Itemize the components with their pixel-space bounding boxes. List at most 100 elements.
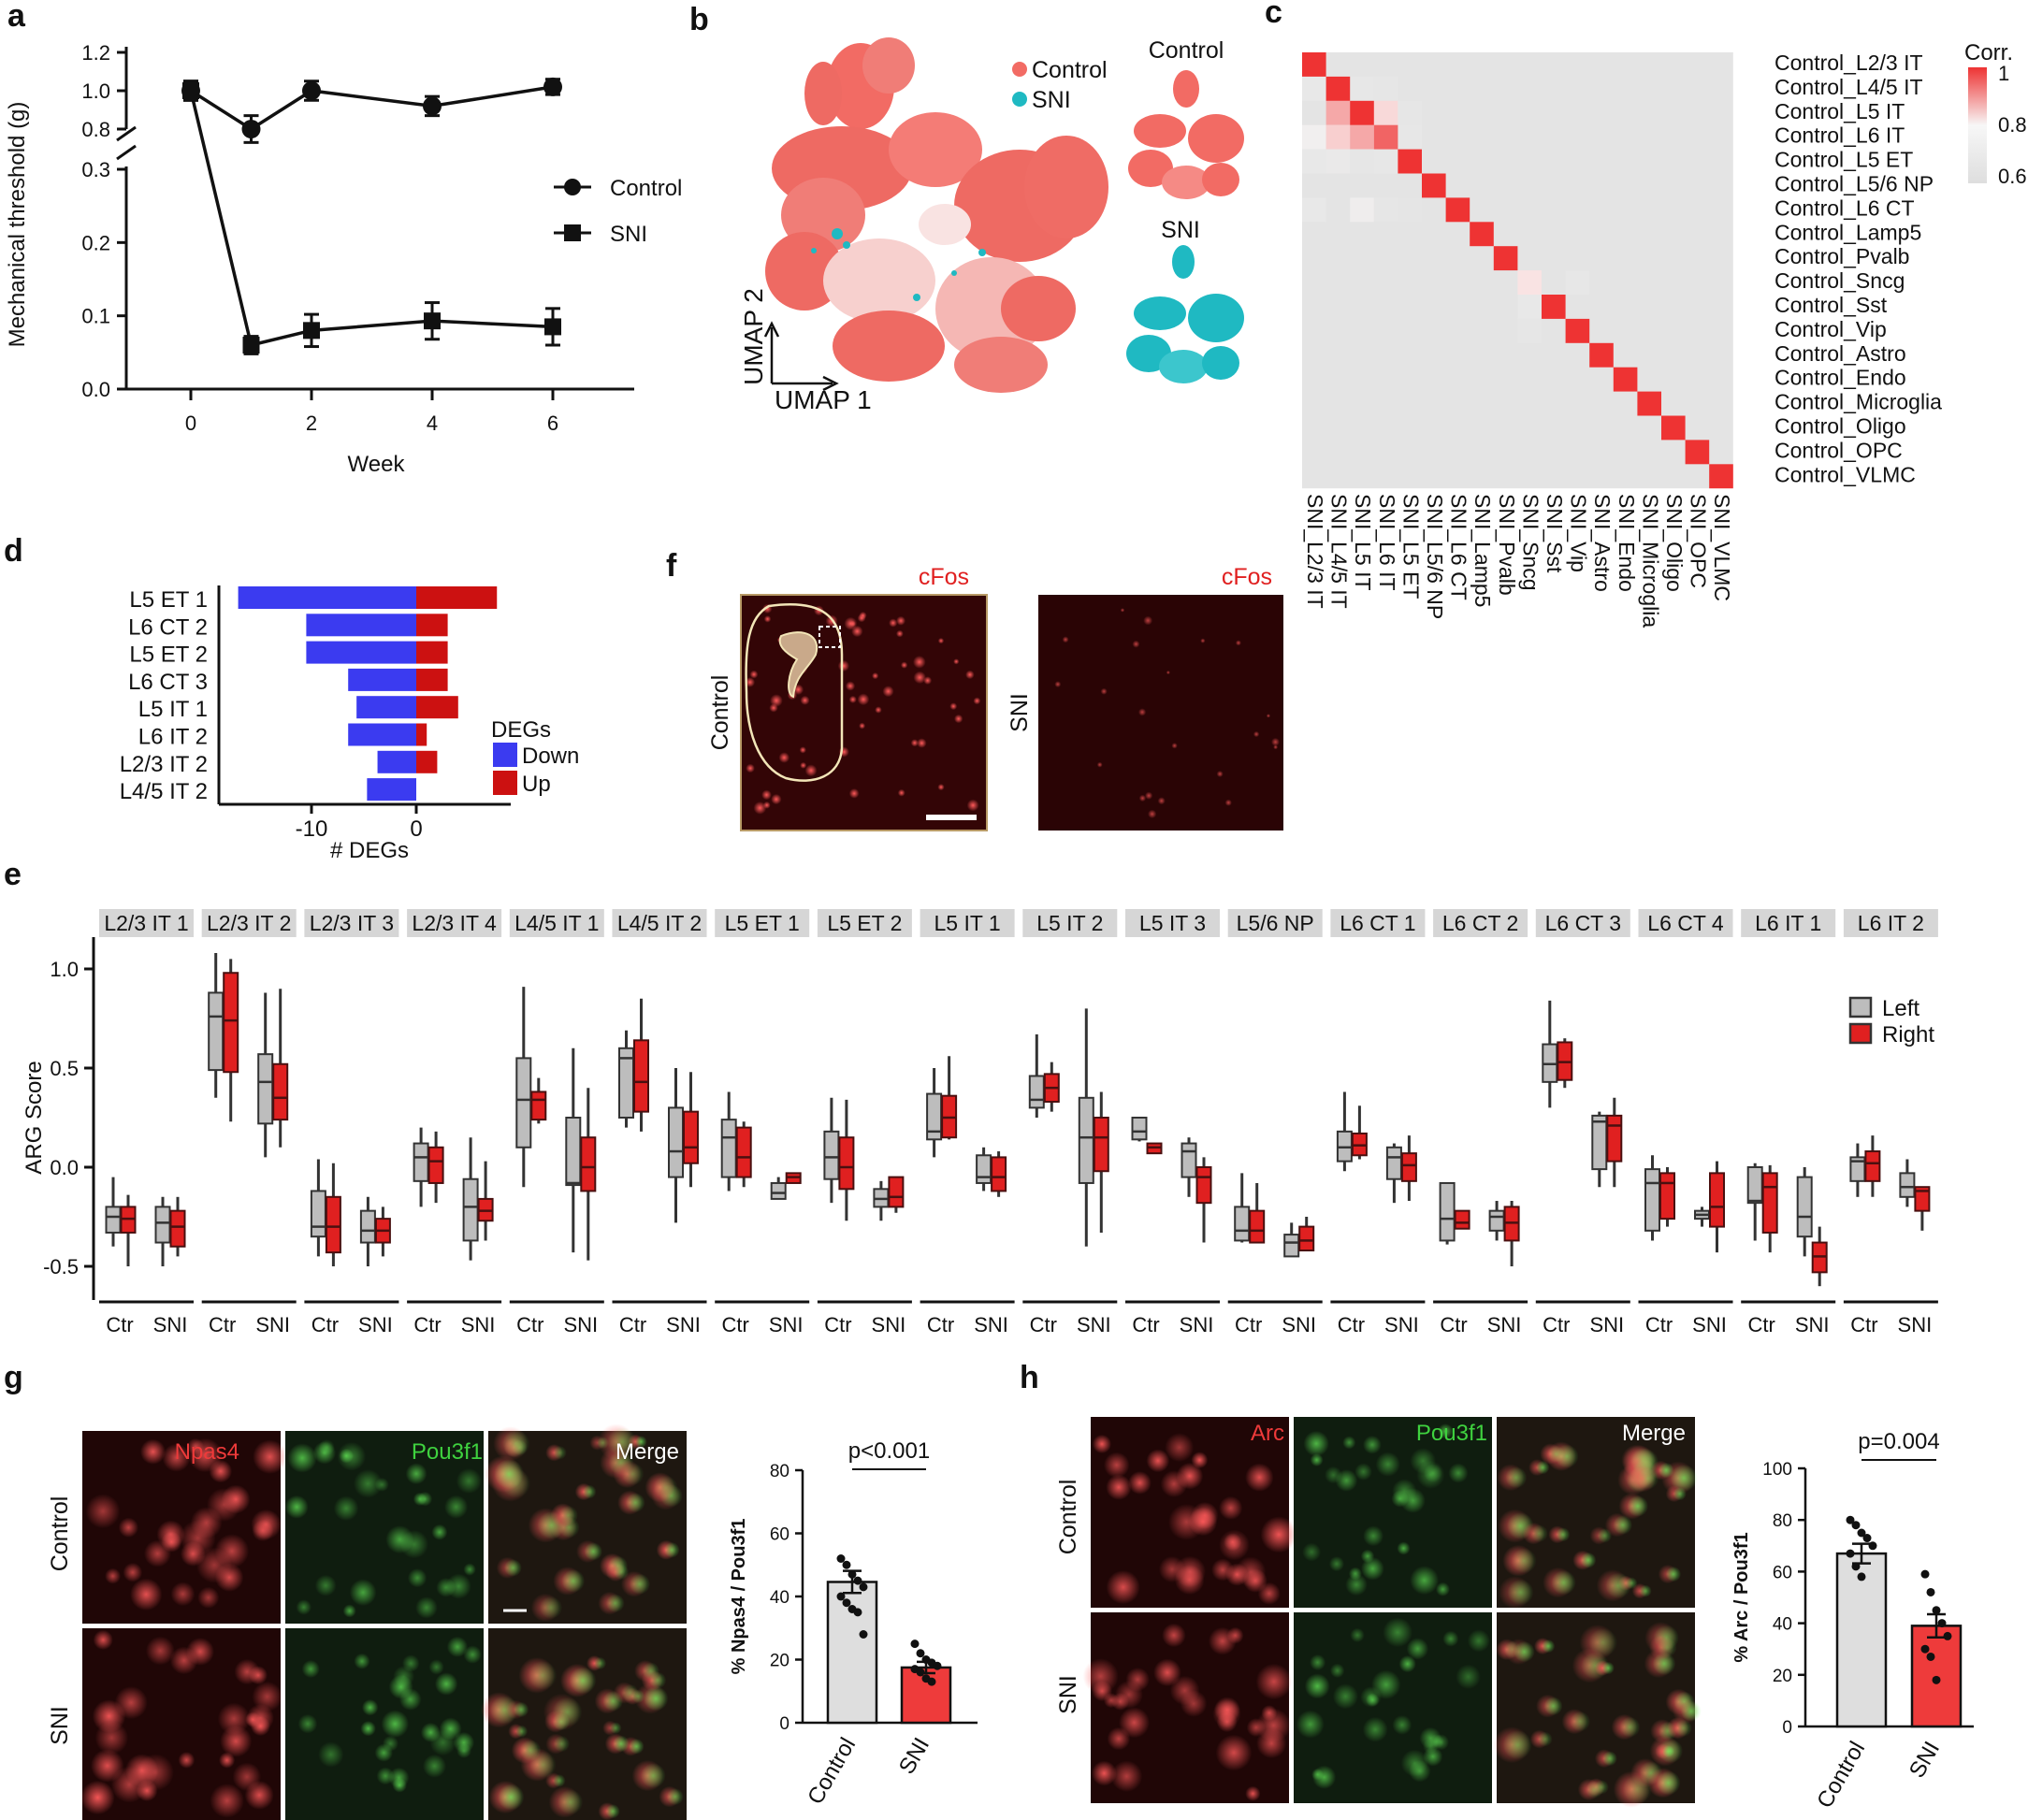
c-row-label: Control_L5 IT — [1774, 99, 1905, 123]
e-facet-strip — [1330, 909, 1426, 937]
e-box — [223, 972, 239, 1074]
e-box — [154, 1206, 171, 1244]
g-red-signal — [252, 1681, 282, 1712]
c-legend-title: Corr. — [1964, 40, 2013, 65]
e-xtick-sni: SNI — [1282, 1313, 1316, 1336]
f-control-image — [740, 594, 988, 831]
e-box — [1298, 1225, 1315, 1252]
g-red-signal — [210, 1784, 244, 1818]
h-red-signal — [1188, 1507, 1218, 1537]
e-box — [515, 1057, 532, 1148]
f-cfos-signal — [1054, 681, 1062, 688]
g-red-signal — [234, 1658, 260, 1685]
c-col-label: SNI_Microglia — [1638, 494, 1662, 628]
e-xtick-sni: SNI — [153, 1313, 188, 1336]
c-heatmap-cell-diagonal — [1637, 391, 1661, 416]
g-green-signal — [501, 1429, 530, 1458]
d-bar-down — [238, 586, 416, 609]
f-cfos-signal — [917, 738, 927, 748]
h-green-signal — [1543, 1697, 1563, 1716]
h-green-signal — [1665, 1566, 1682, 1582]
f-cfos-signal — [896, 615, 906, 626]
g-row-control: Control — [47, 1496, 73, 1572]
h-green-signal — [1502, 1730, 1532, 1760]
e-box — [668, 1106, 684, 1178]
c-row-label: Control_Oligo — [1774, 414, 1906, 439]
a-legend-control: Control — [610, 176, 682, 201]
g-red-signal — [250, 1716, 270, 1737]
h-green-signal — [1350, 1627, 1365, 1643]
e-ytick-label: 1.0 — [50, 958, 79, 981]
c-heatmap-cell — [1373, 149, 1398, 174]
c-heatmap-cell-diagonal — [1685, 440, 1710, 465]
umap-x-label: UMAP 1 — [775, 385, 872, 414]
h-ytick-label: 80 — [1773, 1511, 1792, 1531]
h-row-sni: SNI — [1055, 1675, 1081, 1714]
h-ytick-label: 0 — [1782, 1718, 1792, 1738]
h-green-signal — [1588, 1627, 1618, 1657]
d-category-label: L6 CT 3 — [128, 670, 208, 695]
c-heatmap-cell-diagonal — [1542, 295, 1566, 319]
e-xtick-sni: SNI — [1384, 1313, 1419, 1336]
e-xtick-sni: SNI — [872, 1313, 906, 1336]
e-box — [272, 1062, 289, 1121]
e-xtick-ctr: Ctr — [927, 1313, 954, 1336]
f-cfos-signal — [949, 702, 958, 711]
g-green-signal — [605, 1594, 625, 1613]
a-xtick-label: 6 — [547, 412, 558, 435]
f-cfos-signal — [851, 625, 863, 638]
c-row-label: Control_L5 ET — [1774, 148, 1913, 172]
g-channel-npas4: Npas4 — [175, 1439, 239, 1465]
e-box — [427, 1146, 444, 1184]
g-data-point — [859, 1630, 868, 1639]
d-legend-up: Up — [522, 772, 551, 797]
h-green-signal — [1570, 1711, 1591, 1732]
c-row-label: Control_Pvalb — [1774, 244, 1909, 268]
e-xtick-sni: SNI — [461, 1313, 496, 1336]
c-heatmap-cell-diagonal — [1445, 197, 1470, 223]
g-ytick-label: 80 — [770, 1462, 789, 1481]
h-data-point — [1857, 1528, 1866, 1538]
panel-g: Npas4 Pou3f1 Merge Control SNI 0 20 40 60 80… — [47, 1423, 978, 1820]
g-green-signal — [494, 1459, 525, 1490]
h-green-signal — [1332, 1683, 1358, 1710]
h-channel-pou3f1: Pou3f1 — [1416, 1421, 1487, 1446]
e-box — [823, 1130, 840, 1180]
g-data-point — [853, 1608, 862, 1617]
g-green-signal — [337, 1441, 367, 1471]
d-legend-down-swatch — [493, 743, 517, 767]
e-xtick-ctr: Ctr — [1338, 1313, 1365, 1336]
e-facet-strip — [1535, 909, 1630, 937]
c-heatmap-cell-diagonal — [1493, 246, 1518, 271]
c-legend-tick-06: 0.6 — [1998, 165, 2027, 188]
h-green-signal — [1511, 1548, 1537, 1574]
d-category-label: L5 ET 2 — [129, 643, 208, 668]
e-box — [1796, 1176, 1813, 1238]
g-green-signal — [405, 1463, 427, 1485]
g-green-signal — [634, 1436, 647, 1448]
e-facet-label: L4/5 IT 1 — [514, 911, 599, 935]
f-row-label-sni: SNI — [1007, 693, 1033, 732]
h-green-signal — [1363, 1435, 1382, 1454]
a-point-control — [423, 96, 442, 116]
e-xtick-ctr: Ctr — [1132, 1313, 1159, 1336]
e-facet-strip — [612, 909, 707, 937]
a-xtick-label: 2 — [306, 412, 317, 435]
c-legend-tick-1: 1 — [1998, 62, 2009, 85]
h-green-signal — [1348, 1567, 1362, 1581]
g-green-signal — [607, 1427, 637, 1457]
e-box — [359, 1209, 376, 1244]
g-channel-merge: Merge — [616, 1439, 679, 1465]
g-green-signal — [388, 1767, 410, 1788]
g-green-signal — [456, 1743, 471, 1758]
e-xtick-ctr: Ctr — [1850, 1313, 1877, 1336]
g-row-sni: SNI — [47, 1706, 73, 1745]
f-zoom-box — [818, 626, 841, 648]
panel-h: Arc Pou3f1 Merge Control SNI 0 20 40 60 80 10… — [1055, 1417, 1974, 1813]
e-box — [169, 1209, 186, 1248]
g-red-signal — [196, 1547, 233, 1583]
e-box — [1659, 1172, 1675, 1221]
e-legend-left: Left — [1882, 996, 1919, 1021]
f-cfos-signal — [1271, 737, 1280, 746]
